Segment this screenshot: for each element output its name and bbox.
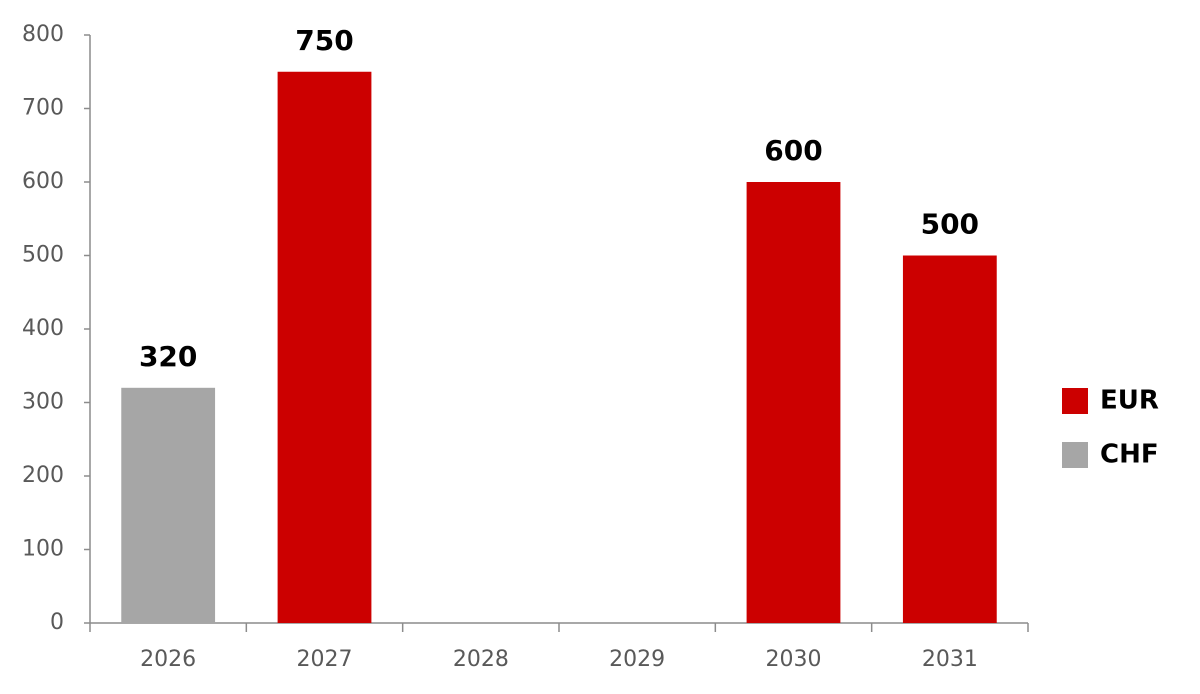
y-tick-label: 0: [50, 610, 64, 635]
y-tick-label: 200: [22, 463, 64, 488]
legend-label: EUR: [1100, 386, 1159, 416]
y-tick-label: 700: [22, 96, 64, 121]
legend-label: CHF: [1100, 440, 1159, 470]
bar: [121, 387, 216, 623]
bar: [902, 255, 997, 623]
data-label: 320: [139, 340, 197, 373]
x-tick-label: 2026: [140, 647, 196, 672]
legend-swatch: [1062, 388, 1088, 414]
x-tick-label: 2029: [609, 647, 665, 672]
y-tick-label: 500: [22, 243, 64, 268]
bar: [746, 182, 841, 623]
y-tick-label: 800: [22, 22, 64, 47]
y-tick-label: 300: [22, 390, 64, 415]
y-tick-label: 400: [22, 316, 64, 341]
x-tick-label: 2031: [922, 647, 978, 672]
y-tick-label: 600: [22, 169, 64, 194]
legend-swatch: [1062, 442, 1088, 468]
x-tick-label: 2028: [453, 647, 509, 672]
bar: [277, 71, 372, 623]
data-label: 500: [921, 208, 979, 241]
data-label: 750: [295, 24, 353, 57]
x-tick-label: 2030: [766, 647, 822, 672]
data-label: 600: [764, 134, 822, 167]
y-tick-label: 100: [22, 537, 64, 562]
x-tick-label: 2027: [297, 647, 353, 672]
